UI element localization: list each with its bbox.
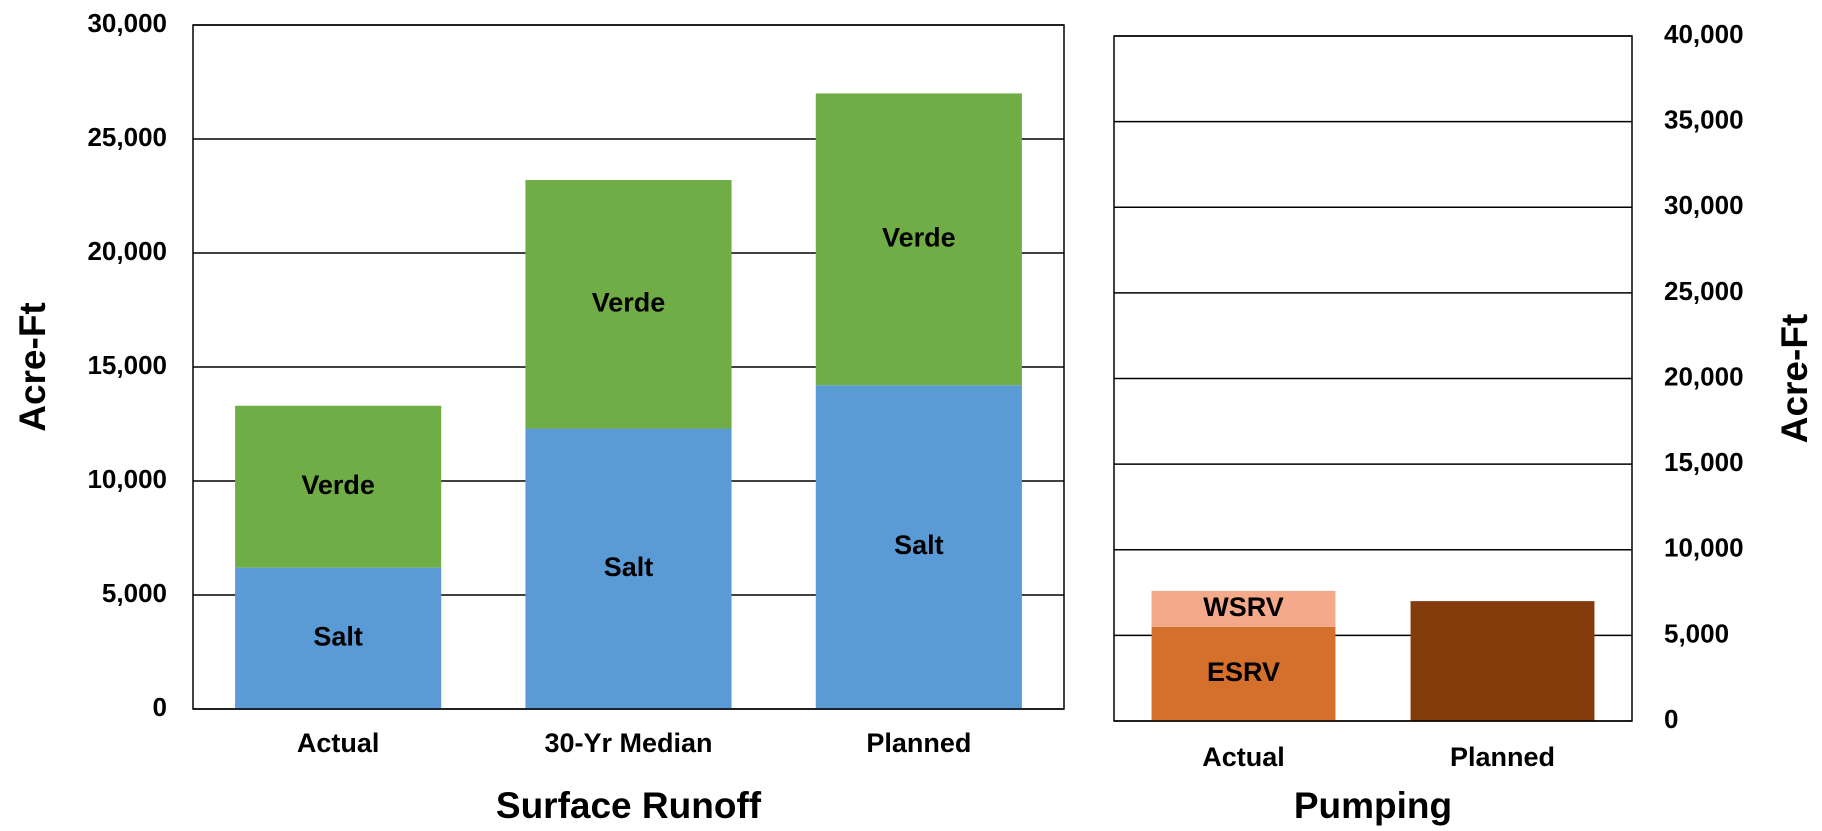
segment-label: Verde xyxy=(301,470,375,500)
y-tick-label: 40,000 xyxy=(1664,19,1744,49)
y-tick-label: 10,000 xyxy=(87,464,167,494)
y-tick-label: 0 xyxy=(153,692,167,722)
segment-label: Salt xyxy=(894,530,944,560)
y-axis-title: Acre-Ft xyxy=(1774,314,1815,444)
y-tick-label: 25,000 xyxy=(87,122,167,152)
y-tick-label: 30,000 xyxy=(1664,190,1744,220)
segment-label: Salt xyxy=(313,621,363,651)
x-tick-label: Planned xyxy=(866,728,971,758)
y-tick-label: 0 xyxy=(1664,704,1678,734)
segment-label: Verde xyxy=(592,287,666,317)
segment-label: ESRV xyxy=(1207,657,1280,687)
x-tick-label: 30-Yr Median xyxy=(544,728,712,758)
y-tick-label: 25,000 xyxy=(1664,276,1744,306)
y-tick-label: 10,000 xyxy=(1664,533,1744,563)
plot-frame xyxy=(192,24,1065,710)
x-tick-label: Actual xyxy=(297,728,380,758)
y-tick-label: 30,000 xyxy=(87,8,167,38)
y-tick-label: 20,000 xyxy=(1664,361,1744,391)
bar-segment xyxy=(525,428,732,709)
bar-segment xyxy=(815,93,1022,386)
y-tick-label: 20,000 xyxy=(87,236,167,266)
bar-segment xyxy=(235,567,442,709)
bar-segment xyxy=(1151,626,1336,721)
y-tick-label: 5,000 xyxy=(1664,618,1729,648)
bar-segment xyxy=(235,405,442,568)
segment-label: Verde xyxy=(882,222,956,252)
bar-segment xyxy=(815,385,1022,709)
y-tick-label: 15,000 xyxy=(1664,447,1744,477)
segment-label: Salt xyxy=(604,552,654,582)
y-tick-label: 35,000 xyxy=(1664,105,1744,135)
bar-segment xyxy=(525,180,732,429)
y-axis-title: Acre-Ft xyxy=(12,302,53,432)
bar-segment xyxy=(1410,601,1595,721)
x-axis-title: Pumping xyxy=(1294,785,1452,826)
y-tick-label: 5,000 xyxy=(102,578,167,608)
segment-label: WSRV xyxy=(1203,592,1284,622)
bar-segment xyxy=(1151,590,1336,627)
plot-frame xyxy=(1113,35,1633,722)
x-axis-title: Surface Runoff xyxy=(496,785,762,826)
x-tick-label: Actual xyxy=(1202,742,1285,772)
y-tick-label: 15,000 xyxy=(87,350,167,380)
x-tick-label: Planned xyxy=(1450,742,1555,772)
